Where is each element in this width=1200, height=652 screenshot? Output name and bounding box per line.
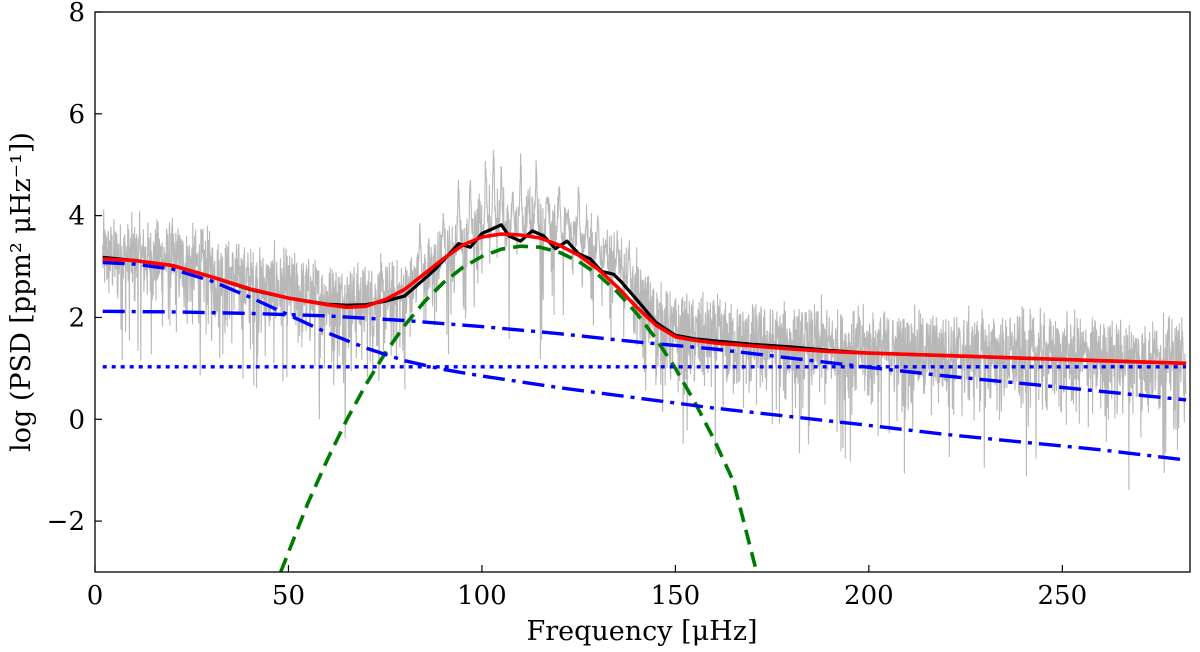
y-axis-label: log (PSD [ppm² μHz⁻¹]) bbox=[6, 132, 37, 452]
y-tick-label: −2 bbox=[47, 507, 85, 537]
series-layer bbox=[102, 150, 1187, 572]
y-tick-label: 4 bbox=[68, 202, 85, 232]
x-axis-label: Frequency [μHz] bbox=[526, 616, 757, 647]
x-tick-label: 0 bbox=[87, 581, 104, 611]
fit-line bbox=[102, 232, 1187, 366]
gaussian-envelope-line bbox=[279, 244, 759, 572]
x-tick-label: 50 bbox=[272, 581, 305, 611]
background-component-1-line bbox=[102, 260, 1187, 462]
x-tick-label: 200 bbox=[844, 581, 894, 611]
plot-frame bbox=[94, 11, 1191, 573]
y-tick-label: 6 bbox=[68, 100, 85, 130]
y-tick-label: 2 bbox=[68, 303, 85, 333]
y-axis-ticks: −2 0 2 4 6 8 bbox=[47, 0, 102, 537]
raw-spectrum-line bbox=[102, 150, 1187, 491]
y-tick-label: 8 bbox=[68, 0, 85, 28]
background-component-2-line bbox=[102, 309, 1187, 402]
x-tick-label: 100 bbox=[457, 581, 507, 611]
x-tick-label: 250 bbox=[1037, 581, 1087, 611]
x-axis-ticks: 0 50 100 150 200 250 bbox=[87, 565, 1087, 611]
y-tick-label: 0 bbox=[68, 405, 85, 435]
x-tick-label: 150 bbox=[651, 581, 701, 611]
